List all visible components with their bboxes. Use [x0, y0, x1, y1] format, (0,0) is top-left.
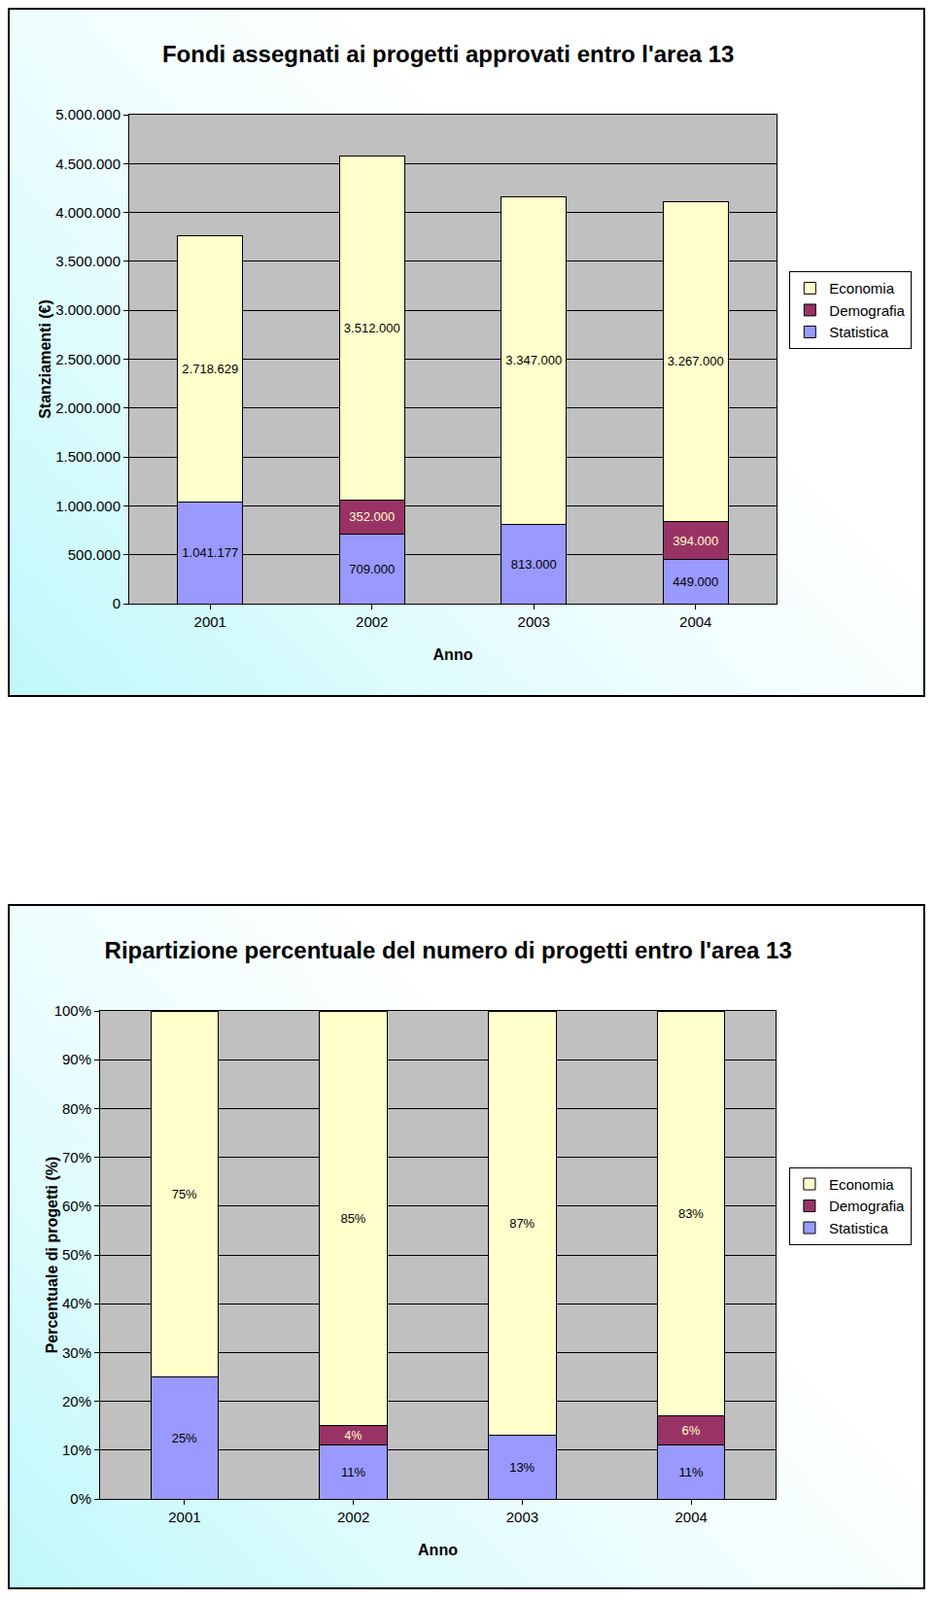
- svg-text:40%: 40%: [62, 1294, 92, 1312]
- svg-text:449.000: 449.000: [672, 574, 719, 589]
- svg-text:3.512.000: 3.512.000: [344, 320, 401, 336]
- svg-text:80%: 80%: [62, 1100, 92, 1117]
- svg-text:30%: 30%: [62, 1344, 92, 1361]
- svg-text:Fondi assegnati ai progetti ap: Fondi assegnati ai progetti approvati en…: [162, 40, 735, 68]
- svg-text:1.000.000: 1.000.000: [55, 497, 121, 515]
- svg-text:2.718.629: 2.718.629: [181, 361, 239, 377]
- svg-text:60%: 60%: [62, 1197, 92, 1214]
- svg-text:813.000: 813.000: [511, 556, 557, 572]
- svg-text:Demografia: Demografia: [829, 1197, 905, 1214]
- svg-text:352.000: 352.000: [348, 509, 395, 524]
- svg-text:1.500.000: 1.500.000: [55, 448, 121, 465]
- svg-text:20%: 20%: [62, 1392, 92, 1410]
- svg-text:Statistica: Statistica: [829, 1219, 890, 1237]
- svg-text:Demografia: Demografia: [829, 302, 905, 319]
- svg-text:2004: 2004: [679, 613, 712, 630]
- svg-text:2002: 2002: [337, 1508, 370, 1525]
- svg-text:2001: 2001: [194, 613, 227, 630]
- svg-text:Anno: Anno: [433, 646, 474, 663]
- svg-text:11%: 11%: [678, 1464, 703, 1480]
- svg-text:3.000.000: 3.000.000: [55, 301, 121, 318]
- svg-text:Economia: Economia: [829, 1175, 895, 1193]
- svg-text:1.041.177: 1.041.177: [181, 545, 239, 560]
- svg-text:2.500.000: 2.500.000: [55, 350, 121, 368]
- svg-text:10%: 10%: [62, 1441, 92, 1458]
- svg-text:709.000: 709.000: [348, 561, 395, 577]
- svg-text:2003: 2003: [518, 613, 551, 630]
- svg-text:3.500.000: 3.500.000: [55, 252, 121, 270]
- svg-text:3.347.000: 3.347.000: [505, 352, 562, 368]
- svg-text:4%: 4%: [345, 1428, 363, 1443]
- svg-text:2002: 2002: [355, 613, 388, 630]
- svg-text:2.000.000: 2.000.000: [55, 399, 121, 416]
- svg-text:Stanziamenti (€): Stanziamenti (€): [36, 299, 54, 419]
- svg-text:Economia: Economia: [829, 279, 895, 297]
- svg-text:70%: 70%: [62, 1148, 92, 1166]
- svg-text:25%: 25%: [172, 1430, 198, 1446]
- svg-text:11%: 11%: [341, 1464, 366, 1480]
- svg-text:75%: 75%: [172, 1186, 198, 1202]
- svg-text:Percentuale di progetti (%): Percentuale di progetti (%): [43, 1156, 61, 1354]
- svg-text:0%: 0%: [69, 1489, 92, 1507]
- svg-text:83%: 83%: [678, 1206, 704, 1221]
- svg-text:100%: 100%: [54, 1002, 92, 1019]
- svg-text:13%: 13%: [509, 1459, 535, 1475]
- svg-text:2004: 2004: [674, 1508, 707, 1525]
- svg-text:6%: 6%: [682, 1422, 701, 1438]
- svg-text:Statistica: Statistica: [829, 323, 890, 341]
- svg-text:4.500.000: 4.500.000: [55, 155, 121, 173]
- svg-text:5.000.000: 5.000.000: [55, 105, 121, 123]
- svg-text:Ripartizione percentuale del n: Ripartizione percentuale del numero di p…: [104, 936, 793, 964]
- svg-text:2001: 2001: [168, 1508, 201, 1525]
- svg-text:394.000: 394.000: [672, 533, 719, 549]
- svg-text:2003: 2003: [506, 1508, 539, 1525]
- svg-text:50%: 50%: [62, 1245, 92, 1263]
- svg-text:4.000.000: 4.000.000: [55, 204, 121, 221]
- svg-text:0: 0: [112, 594, 121, 612]
- svg-text:500.000: 500.000: [68, 546, 121, 563]
- svg-text:87%: 87%: [509, 1215, 535, 1231]
- svg-text:Anno: Anno: [417, 1541, 458, 1558]
- svg-text:85%: 85%: [340, 1210, 366, 1226]
- svg-text:3.267.000: 3.267.000: [667, 353, 725, 369]
- svg-text:90%: 90%: [62, 1050, 92, 1068]
